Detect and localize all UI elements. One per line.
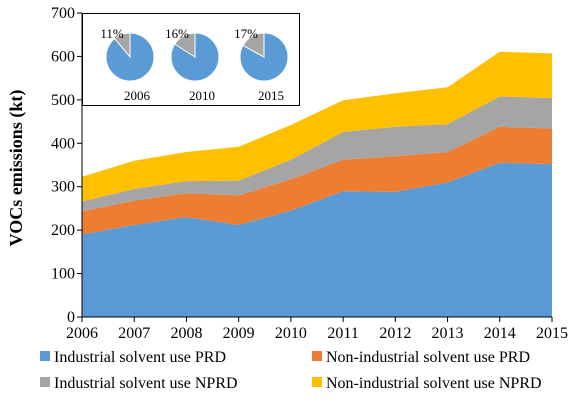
legend-swatch (312, 377, 322, 387)
area-series-4 (82, 51, 552, 202)
x-tick-labels: 2006 2007 2008 2009 2010 2011 2012 2013 2014 2015 (66, 325, 568, 342)
inset-pie-2010: 16% 2010 (165, 26, 220, 103)
y-tick-label: 300 (51, 179, 75, 196)
y-tick-label: 700 (51, 5, 75, 22)
x-tick-label: 2013 (432, 325, 464, 342)
x-tick-label: 2007 (118, 325, 150, 342)
inset-pie-2015: 17% 2015 (234, 26, 289, 103)
legend-swatch (312, 351, 322, 361)
area-series-1 (82, 162, 552, 317)
inset-pie-panel: 11% 2006 16% 2010 17% 2015 (82, 13, 300, 106)
pie-percent-label: 16% (165, 26, 189, 41)
y-axis-label: VOCs emissions (kt) (6, 90, 27, 247)
x-tick-label: 2015 (536, 325, 568, 342)
pie-slice-minor (113, 32, 131, 59)
area-series-group (82, 51, 552, 317)
y-tick-labels: 0 100 200 300 400 500 600 700 (51, 5, 75, 326)
legend: Industrial solvent use PRD Non-industrial… (40, 349, 542, 392)
y-tick-label: 600 (51, 48, 75, 65)
legend-swatch (40, 377, 50, 387)
y-tick-label: 500 (51, 92, 75, 109)
x-tick-label: 2011 (327, 325, 358, 342)
pie-year-label: 2006 (124, 88, 151, 103)
y-tick-label: 400 (51, 135, 75, 152)
legend-item-4: Non-industrial solvent use NPRD (312, 375, 542, 392)
area-series-2 (82, 126, 552, 235)
inset-pie-2006: 11% 2006 (100, 26, 155, 103)
x-tick-label: 2012 (379, 325, 411, 342)
y-tick-label: 100 (51, 266, 75, 283)
legend-label: Industrial solvent use NPRD (54, 375, 238, 392)
legend-label: Non-industrial solvent use NPRD (326, 375, 542, 392)
pie-year-label: 2010 (189, 88, 215, 103)
y-tick-label: 200 (51, 222, 75, 239)
legend-swatch (40, 351, 50, 361)
legend-item-1: Industrial solvent use PRD (40, 349, 226, 366)
x-tick-label: 2010 (275, 325, 307, 342)
x-tick-label: 2014 (484, 325, 516, 342)
legend-label: Industrial solvent use PRD (54, 349, 226, 366)
area-series-3 (82, 96, 552, 212)
y-tick-label: 0 (67, 309, 75, 326)
legend-item-3: Industrial solvent use NPRD (40, 375, 238, 392)
pie-percent-label: 17% (234, 26, 258, 41)
x-tick-label: 2009 (223, 325, 255, 342)
pie-slice-minor (174, 32, 196, 58)
pie-percent-label: 11% (100, 26, 124, 41)
legend-item-2: Non-industrial solvent use PRD (312, 349, 530, 366)
pie-slice-minor (242, 32, 265, 58)
pie-year-label: 2015 (258, 88, 284, 103)
legend-label: Non-industrial solvent use PRD (326, 349, 530, 366)
x-tick-label: 2006 (66, 325, 98, 342)
x-tick-label: 2008 (170, 325, 202, 342)
